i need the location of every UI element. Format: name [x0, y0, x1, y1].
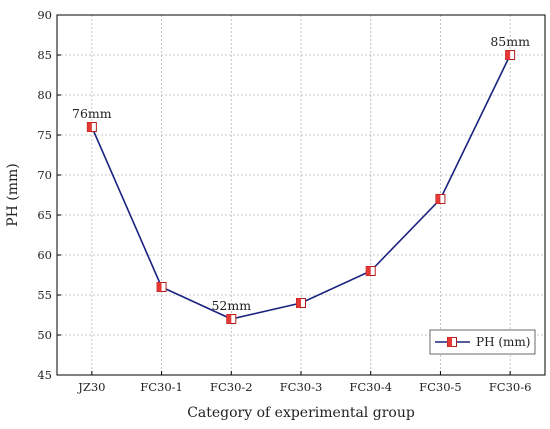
y-tick-label: 55: [37, 288, 52, 302]
legend-label: PH (mm): [476, 335, 530, 349]
y-tick-label: 50: [37, 328, 52, 342]
x-tick-label: FC30-2: [210, 380, 253, 394]
data-point-marker: [86, 122, 97, 132]
data-point-marker: [365, 266, 376, 276]
data-point-marker: [226, 314, 237, 324]
x-tick-label: FC30-6: [489, 380, 532, 394]
marker-fill: [447, 337, 452, 347]
x-axis-title: Category of experimental group: [187, 405, 415, 421]
marker-fill: [366, 266, 371, 276]
y-tick-label: 80: [37, 88, 52, 102]
y-tick-label: 70: [37, 168, 52, 182]
marker-fill: [226, 314, 232, 324]
y-tick-label: 45: [37, 368, 52, 382]
data-point-marker: [296, 298, 306, 308]
y-tick-label: 75: [37, 128, 52, 142]
data-label: 52mm: [211, 298, 251, 313]
x-tick-label: FC30-4: [349, 380, 392, 394]
legend-marker: [447, 337, 457, 347]
series-layer: [86, 50, 516, 324]
axis-ticks: 45 50 55 60 65 70 75 80 85 90 JZ30 FC30-1 FC30-2 FC30…: [37, 8, 531, 394]
annotations: 76mm 52mm 85mm: [72, 34, 530, 313]
marker-fill: [157, 282, 162, 292]
marker-fill: [505, 50, 511, 60]
data-label: 85mm: [490, 34, 530, 49]
y-axis-title: PH (mm): [5, 163, 21, 227]
marker-fill: [435, 194, 441, 204]
data-point-marker: [505, 50, 516, 60]
marker-fill: [87, 122, 92, 132]
y-tick-label: 90: [37, 8, 52, 22]
y-tick-label: 85: [37, 48, 52, 62]
x-tick-label: FC30-3: [280, 380, 323, 394]
x-tick-label: JZ30: [77, 380, 105, 394]
y-tick-label: 60: [37, 248, 52, 262]
marker-fill: [296, 298, 301, 308]
data-label: 76mm: [72, 106, 112, 121]
x-tick-label: FC30-1: [140, 380, 183, 394]
grid-lines: [57, 15, 545, 375]
legend-marker-swatch: [447, 337, 457, 347]
legend: PH (mm): [429, 329, 536, 355]
x-tick-label: FC30-5: [419, 380, 462, 394]
y-tick-label: 65: [37, 208, 52, 222]
data-point-marker: [435, 194, 446, 204]
data-point-marker: [156, 282, 167, 292]
